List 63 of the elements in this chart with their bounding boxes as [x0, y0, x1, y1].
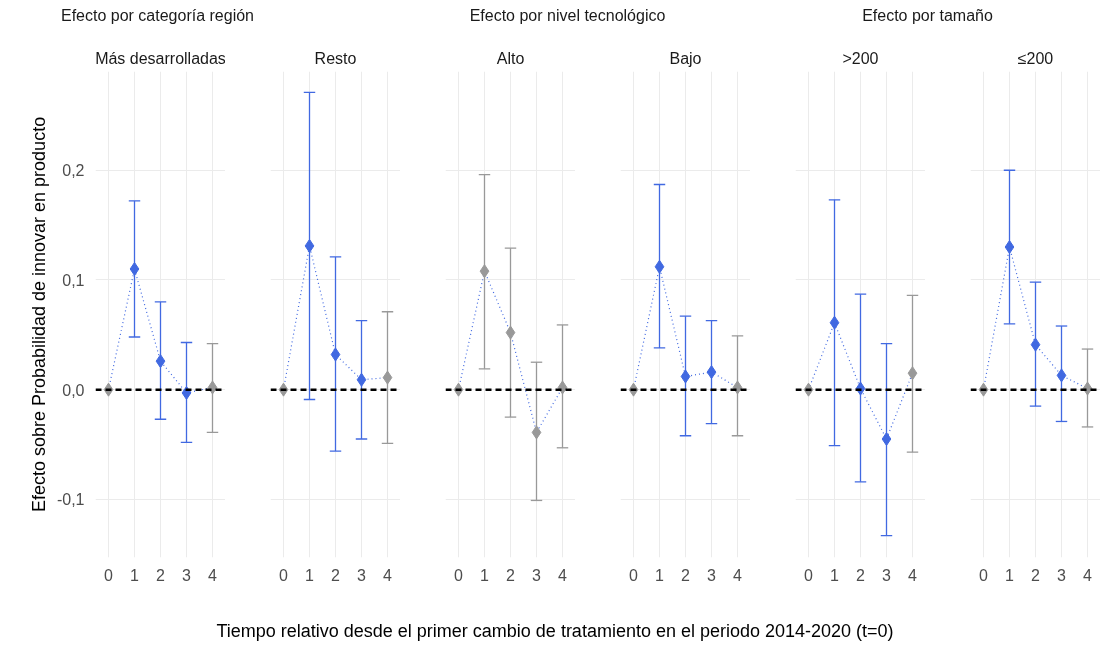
point	[654, 259, 665, 274]
point	[330, 347, 341, 362]
x-tick-label: 4	[1083, 566, 1093, 584]
point	[1004, 240, 1015, 255]
y-tick-label: 0,1	[62, 271, 85, 289]
x-tick-label: 3	[357, 566, 367, 584]
x-tick-label: 3	[182, 566, 192, 584]
chart-title: Efecto por nivel tecnológico	[469, 6, 666, 26]
chart-title: Efecto por tamaño	[862, 6, 993, 26]
point	[1056, 368, 1067, 383]
x-axis-title: Tiempo relativo desde el primer cambio de tratamiento en el periodo 2014-2020 (t=0)	[216, 620, 894, 643]
x-tick-label: 4	[908, 566, 918, 584]
x-tick-label: 2	[681, 566, 691, 584]
point	[304, 238, 315, 253]
x-tick-label: 1	[305, 566, 315, 584]
point	[129, 261, 140, 276]
x-tick-label: 4	[383, 566, 393, 584]
x-tick-label: 2	[856, 566, 866, 584]
point	[907, 366, 918, 381]
chart-subtitle: Bajo	[669, 49, 702, 67]
x-tick-label: 3	[1057, 566, 1067, 584]
x-tick-label: 3	[882, 566, 892, 584]
x-tick-label: 2	[331, 566, 341, 584]
x-tick-label: 0	[979, 566, 989, 584]
point	[881, 432, 892, 447]
y-tick-label: -0,1	[56, 491, 85, 509]
point	[356, 372, 367, 387]
x-tick-label: 2	[1031, 566, 1041, 584]
x-tick-label: 0	[454, 566, 464, 584]
x-tick-label: 1	[655, 566, 665, 584]
x-tick-label: 3	[532, 566, 542, 584]
chart-subtitle: >200	[842, 49, 879, 67]
point	[706, 365, 717, 380]
x-tick-label: 0	[104, 566, 114, 584]
y-axis-title: Efecto sobre Probabilidad de innovar en producto	[28, 116, 49, 513]
x-tick-label: 4	[208, 566, 218, 584]
point	[531, 425, 542, 440]
y-tick-label: 0,0	[62, 381, 85, 399]
x-tick-label: 1	[1005, 566, 1015, 584]
chart-subtitle: ≤200	[1017, 49, 1054, 67]
x-tick-label: 4	[558, 566, 568, 584]
x-tick-label: 3	[707, 566, 717, 584]
x-tick-label: 2	[156, 566, 166, 584]
x-tick-label: 0	[804, 566, 814, 584]
x-tick-label: 0	[279, 566, 289, 584]
x-tick-label: 1	[480, 566, 490, 584]
x-tick-label: 1	[830, 566, 840, 584]
x-tick-label: 1	[130, 566, 140, 584]
point	[1030, 337, 1041, 352]
point	[680, 369, 691, 384]
chart-subtitle: Resto	[314, 49, 357, 67]
x-tick-label: 4	[733, 566, 743, 584]
chart-title: Efecto por categoría región	[60, 6, 254, 26]
x-tick-label: 0	[629, 566, 639, 584]
point	[479, 264, 490, 279]
point	[505, 325, 516, 340]
point	[382, 370, 393, 385]
y-tick-label: 0,2	[62, 162, 85, 180]
point	[829, 315, 840, 330]
x-tick-label: 2	[506, 566, 516, 584]
chart-subtitle: Alto	[496, 49, 525, 67]
chart-subtitle: Más desarrolladas	[95, 49, 226, 67]
point	[155, 354, 166, 369]
